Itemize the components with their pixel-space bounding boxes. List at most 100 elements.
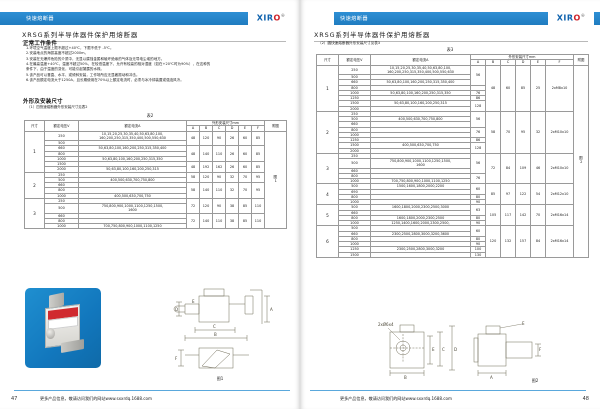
cell-dim-a: 72 (186, 212, 200, 230)
table-row: 690 (317, 188, 589, 195)
cell-dim-a: 63 (470, 204, 486, 216)
cell-current (78, 139, 187, 147)
th-figure: 附图 (264, 120, 288, 132)
cell-dim-e: 60 (238, 145, 252, 162)
footer-rule-left (14, 390, 290, 391)
table-row: 800 76 (317, 172, 589, 185)
page-title-left: XRSG系列半导体器件保护用熔断器 (22, 30, 286, 42)
page-left: 快速熔断器 XIRO® XRSG系列半导体器件保护用熔断器 正常工作条件 1.环… (0, 0, 300, 409)
table-row: 660 2300,2500,2800,3000,3200,3600 (317, 230, 589, 237)
cell-dim-c: 110 (212, 212, 226, 230)
page-number-left: 47 (11, 396, 18, 402)
table-row: 800 (25, 187, 287, 194)
table-row: 500 400,500,630,700,750,800 (317, 115, 589, 123)
svg-text:C: C (442, 347, 445, 352)
cell-dim-f: 2xM10x10 (544, 110, 575, 154)
condition-line: 3.安装在无爆炸危险的介质中，无显以腐蚀金属和破坏绝缘的气体及无导电尘埃的地方。 (26, 56, 165, 61)
cell-dim-a: 56 (470, 152, 486, 174)
spec-table-right: 尺寸 额定电压V 额定电流A 外形安装尺寸mm 附图 A B C D E F 1… (316, 53, 590, 258)
cell-dim-f: 85 (250, 130, 266, 147)
cell-current: 400,500,630,700,750,800 (370, 115, 471, 123)
footer-text-right: 更多产品信息，敬请访问我们的网站www.sxxrdq.1688.com (340, 396, 453, 401)
cell-dim-a: 48 (186, 161, 200, 173)
table-row: 1 250 10,15,20,25,30,35,40,50,63,80,100, 16… (24, 130, 288, 230)
cell-dim-e: 70 (238, 182, 252, 199)
th-size: 尺寸 (316, 54, 339, 66)
table-row: 660 72 140 110 38 85 110 (25, 212, 287, 230)
cell-dim-b: 120 (199, 130, 213, 147)
table-row: 500 400,500,630,700,750,800 (25, 176, 287, 184)
cell-dim-b: 48 (485, 64, 501, 112)
table-row: 800 80 (317, 193, 589, 201)
cell-size: 1 (24, 130, 45, 173)
svg-text:A: A (270, 307, 273, 312)
cell-dim-a: 56 (470, 64, 486, 86)
cell-dim-a: 90 (470, 240, 486, 248)
cell-dim-d: 157 (515, 225, 531, 258)
cell-dim-c: 110 (212, 182, 226, 199)
condition-line: 4.在最高温度+40℃，温度不超过50%，在较低温度下，允许有较高的相对湿度（如… (26, 61, 211, 66)
cell-dim-e: 60 (238, 130, 252, 147)
th-current: 额定电流A (78, 120, 187, 132)
th-dim-f: F (544, 59, 575, 66)
technical-drawing-fig1: C B D E A F (155, 282, 285, 374)
cell-current: 400,500,630,700,750 (78, 192, 187, 199)
table-row: 1000 700,750,800,900,1000,1100,1250 (25, 222, 287, 230)
cell-dim-a: 80 (470, 235, 486, 243)
table-row: 1500 130 (317, 251, 589, 258)
table-row: 660 50,63,80,100,160,200,250,315,350,400 (317, 79, 589, 86)
cell-figure: 图2 (573, 64, 590, 258)
cell-dim-b: 72 (485, 152, 501, 185)
svg-text:D: D (175, 307, 178, 312)
cell-dim-a: 128 (470, 100, 486, 112)
cell-current (370, 131, 471, 139)
table-row: 1250 86 (317, 94, 589, 102)
cell-size: 2 (24, 171, 45, 199)
table-row: 660 (317, 167, 589, 174)
cell-current (370, 188, 471, 195)
svg-text:E: E (522, 321, 525, 326)
table-row: 2000 (317, 147, 589, 154)
cell-current (370, 251, 471, 258)
cell-current (370, 73, 471, 81)
cell-voltage: 500 (338, 158, 371, 169)
cell-dim-b: 140 (199, 182, 213, 199)
svg-text:E: E (432, 347, 435, 352)
dimensions-note-right: （2）圆快速熔断器外形安装尺寸见表3 (318, 41, 381, 45)
footer-rule-right (310, 390, 586, 391)
photo-terminal-knob (45, 328, 55, 340)
cell-dim-b: 140 (199, 212, 213, 230)
cell-size: 6 (316, 225, 339, 258)
cell-dim-a: 128 (470, 142, 486, 154)
table-row: 5 500 1600,1800,2000,2300,2500,3000 63 105 11… (316, 204, 589, 227)
cell-dim-c: 110 (212, 145, 226, 162)
th-voltage: 额定电压V (338, 54, 371, 66)
cell-size: 2 (316, 110, 339, 154)
cell-current (370, 84, 471, 91)
cell-dim-a: 86 (470, 94, 486, 102)
table-row: 1000 50,63,80,100,160,200,250,315,350 (25, 155, 287, 163)
cell-dim-e: 70 (238, 171, 252, 183)
cell-dim-e: 85 (238, 197, 252, 214)
condition-line: 条件下，由于温度的变化，可能引起凝露的水珠。 (26, 67, 105, 72)
svg-text:E: E (192, 299, 195, 304)
brand-logo-right: XIRO® (548, 10, 594, 26)
cell-dim-e: 60 (238, 161, 252, 173)
table-row: 1250 2300,2500,2800,3000,3200 100 (317, 246, 589, 253)
cell-dim-f: 85 (250, 145, 266, 162)
cell-dim-c: 84 (500, 152, 516, 185)
cell-dim-a: 76 (470, 172, 486, 185)
cell-dim-f: 2xM16x14 (544, 204, 575, 227)
table-row: 500 (25, 139, 287, 147)
cell-dim-c: 60 (500, 64, 516, 112)
table-row: 1250 86 (317, 136, 589, 144)
cell-dim-b: 120 (485, 225, 501, 258)
cell-dim-a: 80 (470, 214, 486, 222)
logo-text-accent: O (273, 13, 281, 23)
logo-text-main: XIR (556, 13, 574, 23)
cell-dim-b: 85 (485, 183, 501, 206)
dimensions-note: （1）四快速熔断器外形安装尺寸见表2 (27, 105, 88, 109)
cell-dim-a: 48 (186, 145, 200, 162)
cell-dim-b: 58 (485, 110, 501, 154)
cell-dim-f: 95 (250, 182, 266, 199)
